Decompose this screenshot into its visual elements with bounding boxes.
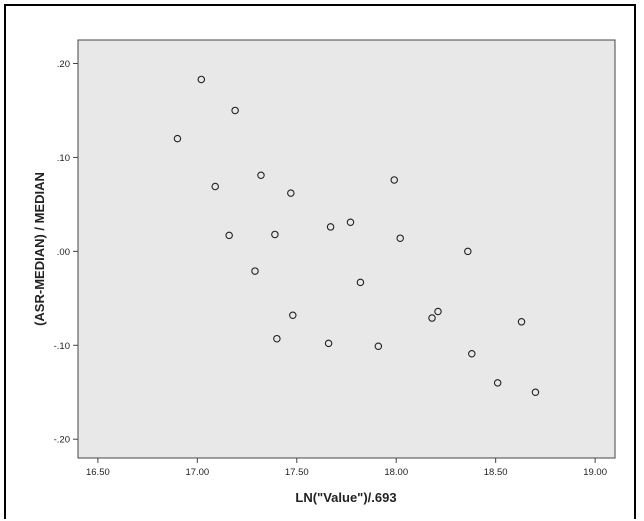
y-tick-label: -.10 [54, 341, 70, 352]
scatter-point [468, 349, 476, 358]
scatter-point [251, 267, 259, 275]
x-tick-label: 16.50 [86, 467, 110, 478]
scatter-point [517, 318, 526, 326]
scatter-point [464, 247, 472, 256]
scatter-point [531, 388, 540, 396]
scatter-point [273, 334, 281, 343]
scatter-point [374, 342, 383, 350]
y-axis-title: (ASR-MEDIAN) / MEDIAN [32, 172, 47, 326]
scatter-point [428, 314, 436, 322]
scatter-point [356, 278, 365, 287]
scatter-point [225, 231, 233, 240]
y-axis: .20 .10 .00 -.10 -.20 [54, 59, 78, 446]
y-tick-label: .10 [57, 153, 70, 164]
x-tick-label: 17.00 [185, 467, 209, 478]
x-tick-label: 19.00 [583, 467, 607, 478]
scatter-point [346, 218, 355, 226]
scatter-point [396, 234, 404, 242]
y-tick-label: -.20 [54, 435, 70, 446]
scatter-point [390, 176, 398, 184]
scatter-point [434, 307, 442, 316]
scatter-point [326, 223, 335, 231]
scatter-point [493, 379, 502, 387]
scatter-point [289, 311, 297, 319]
scatter-point [197, 75, 206, 84]
x-tick-label: 18.50 [484, 467, 508, 478]
data-points [173, 75, 540, 396]
scatter-point [271, 230, 279, 239]
scatter-point [211, 182, 219, 191]
scatter-point [287, 189, 295, 197]
y-tick-label: .20 [57, 59, 70, 70]
y-tick-label: .00 [57, 247, 70, 258]
scatter-point [257, 171, 265, 180]
scatter-point [231, 106, 239, 115]
x-axis: 16.50 17.00 17.50 18.00 18.50 19.00 [86, 458, 607, 478]
scatter-point [173, 134, 182, 143]
figure-frame [4, 4, 636, 519]
x-tick-label: 18.00 [384, 467, 408, 478]
x-axis-title: LN("Value")/.693 [295, 490, 396, 505]
scatter-point [324, 339, 333, 348]
plot-area [77, 39, 616, 459]
x-tick-label: 17.50 [285, 467, 309, 478]
